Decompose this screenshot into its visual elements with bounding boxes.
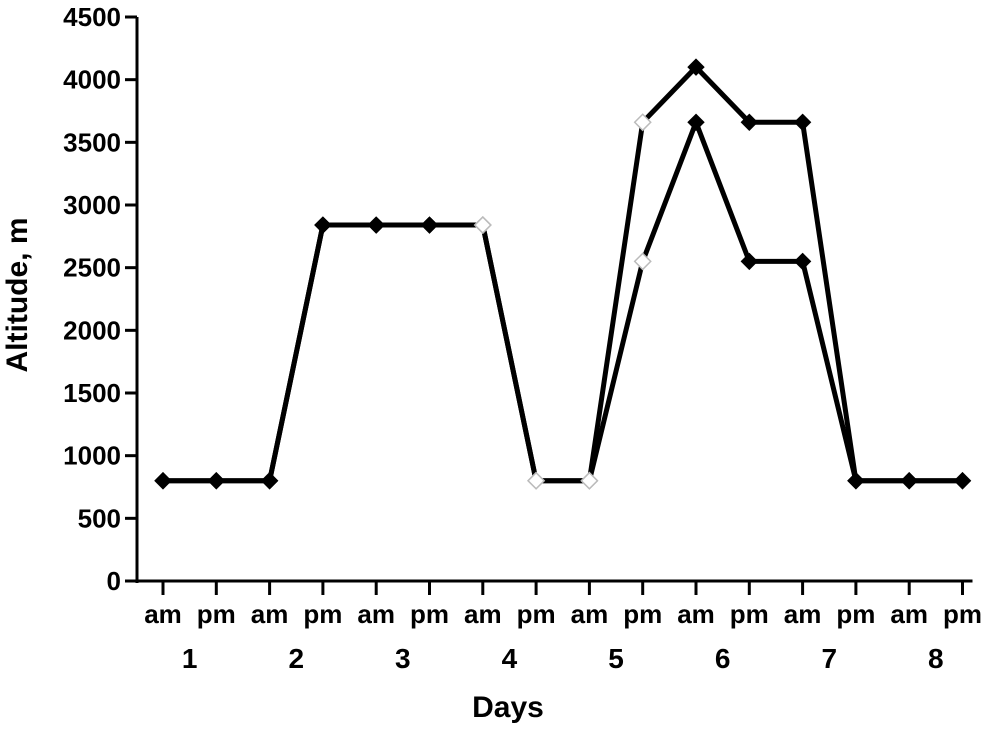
- data-point: [367, 216, 385, 234]
- day-label: 2: [288, 643, 304, 674]
- y-tick-label: 1500: [63, 378, 121, 408]
- data-point: [793, 113, 812, 131]
- x-tick-label: pm: [836, 599, 875, 629]
- day-label: 7: [821, 643, 837, 674]
- x-tick-label: am: [144, 599, 182, 629]
- data-point: [633, 113, 652, 132]
- day-label: 6: [715, 643, 731, 674]
- data-point: [687, 58, 705, 76]
- y-tick-label: 3000: [63, 190, 121, 220]
- data-point: [740, 113, 759, 131]
- x-tick-label: pm: [197, 599, 236, 629]
- y-tick-label: 500: [78, 503, 121, 533]
- x-tick-label: pm: [517, 599, 556, 629]
- data-point: [900, 472, 918, 490]
- x-tick-label: pm: [410, 599, 449, 629]
- data-point: [793, 252, 812, 271]
- series-line-2: [163, 115, 963, 484]
- y-tick-label: 2000: [63, 315, 121, 345]
- x-axis-title: Days: [472, 691, 544, 724]
- day-label: 4: [502, 643, 518, 674]
- data-point: [154, 472, 172, 490]
- data-point: [207, 472, 226, 490]
- data-point: [420, 216, 439, 234]
- x-tick-label: am: [571, 599, 609, 629]
- day-label: 3: [395, 643, 411, 674]
- y-tick-label: 3500: [63, 127, 121, 157]
- y-tick-label: 4500: [63, 2, 121, 32]
- data-markers: [154, 58, 972, 490]
- y-tick-label: 0: [107, 566, 121, 596]
- data-point: [633, 252, 652, 271]
- data-point: [580, 471, 599, 490]
- y-tick-label: 2500: [63, 253, 121, 283]
- series-lines: [163, 63, 963, 484]
- data-point: [687, 113, 705, 131]
- y-tick-label: 4000: [63, 65, 121, 95]
- axes: [125, 15, 973, 595]
- data-point: [740, 252, 759, 271]
- x-tick-label: am: [784, 599, 822, 629]
- x-tick-label: am: [357, 599, 395, 629]
- x-tick-label: pm: [623, 599, 662, 629]
- data-point: [260, 472, 279, 490]
- y-tick-label: 1000: [63, 441, 121, 471]
- x-tick-label: pm: [943, 599, 982, 629]
- x-tick-label: pm: [303, 599, 342, 629]
- x-tick-label: am: [890, 599, 928, 629]
- data-point: [953, 472, 972, 490]
- x-tick-label: am: [464, 599, 502, 629]
- data-point: [314, 216, 332, 234]
- x-tick-label: am: [251, 599, 289, 629]
- day-label: 5: [608, 643, 624, 674]
- x-tick-label: am: [677, 599, 715, 629]
- x-tick-label: pm: [730, 599, 769, 629]
- data-point: [473, 215, 492, 235]
- y-axis-title: Altitude, m: [1, 218, 34, 373]
- data-point: [847, 472, 865, 490]
- data-point: [527, 471, 546, 490]
- day-label: 1: [182, 643, 198, 674]
- day-label: 8: [928, 643, 944, 674]
